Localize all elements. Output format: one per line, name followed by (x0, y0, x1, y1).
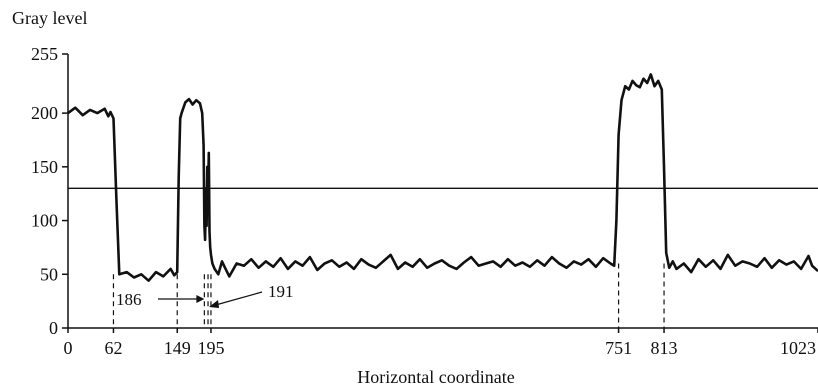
series-group (67, 73, 818, 283)
annotation-arrow-191 (211, 291, 263, 307)
y-tick-label: 200 (31, 103, 58, 123)
marker-guides (112, 263, 665, 328)
annotation-label-191: 191 (268, 282, 294, 301)
y-axis-title: Gray level (12, 8, 87, 28)
y-tick-label: 0 (49, 318, 58, 338)
y-tick-label: 255 (31, 44, 58, 64)
annotation-arrowhead-191 (209, 300, 220, 308)
annotation-label-186: 186 (116, 290, 142, 309)
y-tick-label: 150 (31, 157, 58, 177)
x-tick-label: 149 (164, 338, 191, 358)
y-tick-label: 50 (40, 264, 58, 284)
axes: 0 50 100 150 200 255 0 62 149 195 751 813 1023 (31, 44, 818, 358)
x-tick-label: 195 (197, 338, 224, 358)
x-tick-label: 0 (64, 338, 73, 358)
annotations: 186 191 (116, 282, 294, 309)
x-axis-title: Horizontal coordinate (357, 367, 514, 387)
series-line (67, 73, 818, 283)
x-tick-label: 62 (104, 338, 122, 358)
x-tick-label: 751 (605, 338, 632, 358)
x-tick-label: 813 (651, 338, 678, 358)
x-tick-label: 1023 (780, 338, 816, 358)
annotation-arrowhead-186 (196, 295, 205, 303)
y-tick-label: 100 (31, 211, 58, 231)
